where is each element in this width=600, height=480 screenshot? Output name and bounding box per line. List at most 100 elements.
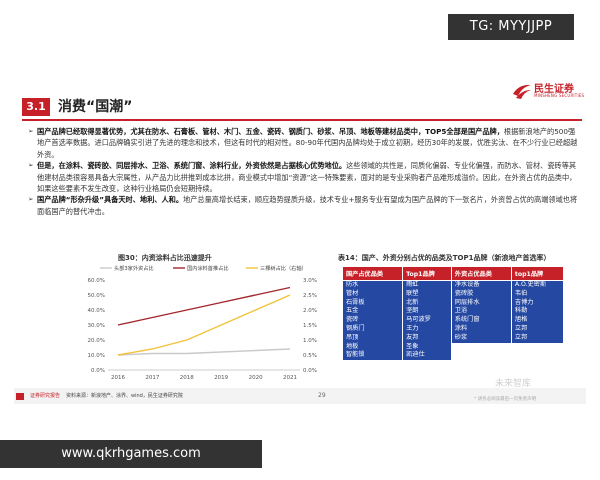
bullet-lead: 国产品牌“形杂升级”具备天时、地利、人和。: [37, 195, 184, 205]
y-left-tick-label: 20.0%: [88, 338, 105, 344]
table-cell: 凯迪仕: [402, 351, 452, 361]
x-tick-label: 2021: [283, 375, 297, 381]
line-chart: 0.0% 10.0% 20.0% 30.0% 40.0% 50.0% 60.0% 0.0% 0.…: [88, 264, 317, 381]
y-right-tick-label: 3.0%: [303, 278, 317, 284]
legend-label: 国内涂料首推占比: [187, 264, 229, 272]
x-tick-label: 2018: [180, 375, 194, 381]
table-cell: 石膏板: [341, 298, 404, 308]
table-cell: 科勒: [510, 307, 565, 317]
table-row: 地板 圣象: [341, 342, 565, 352]
minsheng-logo: 民生证券 MINSHENG SECURITIES: [512, 80, 594, 104]
logo-text-en: MINSHENG SECURITIES: [534, 93, 585, 98]
footer-label: 证券研究报告: [30, 393, 61, 399]
url-overlay: www.qkrhgames.com: [0, 440, 262, 468]
table-cell: 王力: [402, 324, 452, 334]
table-cell: 雨虹: [402, 280, 452, 290]
brand-table: 国产占优品类 Top1品牌 外资占优品类 top1品牌 防水 雨虹 净水设备 A.O.…: [341, 266, 565, 361]
table-row: 石膏板 北新 同层排水 吉博力: [341, 298, 565, 308]
x-tick-label: 2019: [214, 375, 228, 381]
logo-text-cn: 民生证券: [534, 84, 574, 95]
table-row: 瓷砖 马可波罗 系统门窗 旭格: [341, 316, 565, 325]
y-right-tick-label: 2.5%: [303, 293, 317, 299]
footer-source: 资料来源：新浪地产、涂界、wind，民生证券研究院: [66, 393, 183, 399]
table-cell: 立邦: [510, 333, 565, 343]
y-right-tick-label: 0.5%: [303, 353, 317, 359]
table-cell: 管材: [341, 289, 404, 299]
table-cell: 净水设备: [450, 280, 512, 290]
table-cell: [450, 342, 512, 352]
footer-disclaimer: * 请务必阅读最后一页免责声明: [474, 397, 537, 402]
table-header-row: 国产占优品类 Top1品牌 外资占优品类 top1品牌: [341, 266, 565, 281]
section-number: 3.1: [22, 98, 50, 116]
table-cell: [510, 351, 565, 361]
legend-label: 三棵树占比（右轴）: [260, 264, 307, 272]
table-cell: 韦伯: [510, 289, 565, 299]
table-cell: A.O.史密斯: [510, 280, 565, 290]
table-cell: 联塑: [402, 289, 452, 299]
table-row: 五金 坚朗 卫浴 科勒: [341, 307, 565, 317]
table-cell: 立邦: [510, 324, 565, 334]
table-cell: 旭格: [510, 316, 565, 325]
table-cell: 涂料: [450, 324, 512, 334]
bullet-item: 国产品牌已经取得显著优势，尤其在防水、石膏板、管材、木门、五金、瓷砖、钢质门、砂…: [28, 126, 582, 160]
bullet-text: 地产总量高增长结束，顺应趋势提质升级，技术专业+服务专业有望成为国产品牌的下一张…: [37, 195, 578, 216]
table-cell: 砂浆: [450, 333, 512, 343]
section-divider: [22, 119, 582, 121]
table-header-cell: Top1品牌: [402, 266, 452, 281]
y-left-tick-label: 10.0%: [88, 353, 105, 359]
table-cell: 卫浴: [450, 307, 512, 317]
table-row: 钢质门 王力 涂料 立邦: [341, 324, 565, 334]
bullet-lead: 国产品牌已经取得显著优势，尤其在防水、石膏板、管材、木门、五金、瓷砖、钢质门、砂…: [37, 127, 504, 136]
y-left-tick-label: 30.0%: [88, 323, 105, 329]
tg-badge: TG: MYYJJPP: [448, 14, 574, 40]
page-number: 29: [318, 392, 326, 399]
y-left-tick-label: 40.0%: [88, 308, 105, 314]
table-row: 吊顶 友邦 砂浆 立邦: [341, 333, 565, 343]
y-right-tick-label: 1.5%: [303, 323, 317, 329]
table-cell: 瓷砖胶: [450, 289, 512, 299]
table-cell: 防水: [341, 280, 404, 290]
bullet-lead: 但是，在涂料、瓷砖胶、同层排水、卫浴、系统门窗、涂料行业，外资依然是占据核心优势…: [37, 161, 347, 171]
table-cell: 友邦: [402, 333, 452, 343]
legend-label: 头部3家外资占比: [114, 264, 154, 272]
bullet-text: 这些领域的共性是，同质化偏弱、专业化偏强，而防水、管材、瓷砖等其他建材品类很容易…: [37, 161, 577, 194]
bullet-list: 国产品牌已经取得显著优势，尤其在防水、石膏板、管材、木门、五金、瓷砖、钢质门、砂…: [28, 126, 582, 217]
series-line-0: [117, 348, 291, 356]
series-line-1: [117, 286, 291, 326]
table-cell: 马可波罗: [402, 316, 452, 325]
y-right-tick-label: 2.0%: [303, 308, 317, 314]
table-cell: 地板: [341, 342, 404, 352]
y-left-tick-label: 0.0%: [91, 368, 105, 374]
figure-30-title: 图30：内资涂料占比迅速提升: [118, 254, 212, 262]
table-cell: 瓷砖: [341, 316, 404, 325]
table-cell: 吉博力: [510, 298, 565, 308]
x-tick-label: 2016: [111, 375, 125, 381]
watermark: 未来智库: [495, 379, 532, 389]
table-row: 智能锁 凯迪仕: [341, 351, 565, 361]
table-cell: 坚朗: [402, 307, 452, 317]
x-tick-label: 2020: [249, 375, 263, 381]
table-cell: 吊顶: [341, 333, 404, 343]
table-header-cell: 外资占优品类: [450, 266, 512, 281]
x-tick-label: 2017: [145, 375, 159, 381]
series-line-2: [117, 294, 291, 356]
table-14-title: 表14：国产、外资分别占优的品类及TOP1品牌（新浪地产首选率）: [338, 254, 551, 262]
bullet-item: 国产品牌“形杂升级”具备天时、地利、人和。地产总量高增长结束，顺应趋势提质升级，…: [28, 194, 582, 217]
bullet-text: 根据新浪地产的500强地产首选率数据。进口品牌确实引进了先进的理念和技术，但这有…: [37, 127, 578, 159]
table-cell: 智能锁: [341, 351, 404, 361]
section-title: 消费“国潮”: [58, 99, 133, 115]
bullet-item: 但是，在涂料、瓷砖胶、同层排水、卫浴、系统门窗、涂料行业，外资依然是占据核心优势…: [28, 160, 582, 194]
y-right-tick-label: 0.0%: [303, 368, 317, 374]
table-cell: 钢质门: [341, 324, 404, 334]
minsheng-logo-icon: [513, 84, 531, 99]
table-cell: 五金: [341, 307, 404, 317]
y-left-tick-label: 50.0%: [88, 293, 105, 299]
table-header-cell: 国产占优品类: [341, 266, 404, 281]
table-header-cell: top1品牌: [510, 266, 565, 281]
table-row: 防水 雨虹 净水设备 A.O.史密斯: [341, 280, 565, 290]
table-row: 管材 联塑 瓷砖胶 韦伯: [341, 289, 565, 299]
footer-mark-icon: [16, 393, 24, 400]
y-left-tick-label: 60.0%: [88, 278, 105, 284]
table-cell: [510, 342, 565, 352]
table-cell: [450, 351, 512, 361]
